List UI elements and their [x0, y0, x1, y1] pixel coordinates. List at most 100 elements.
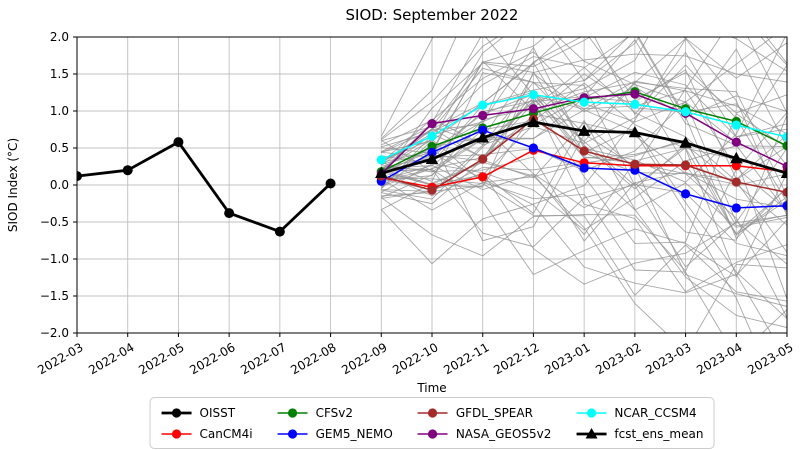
data-point: [680, 189, 691, 199]
data-point: [782, 201, 787, 211]
ensemble-member-line: [381, 147, 787, 299]
legend-item-gfdl_spear: GFDL_SPEAR: [417, 406, 552, 420]
data-point: [427, 147, 437, 158]
ensemble-member-line: [381, 37, 787, 153]
legend-label: GEM5_NEMO: [315, 426, 393, 441]
chart-title: SIOD: September 2022: [345, 6, 519, 24]
ensemble-member-line: [380, 37, 787, 140]
ensemble-member-line: [381, 100, 787, 293]
ensemble-member-line: [381, 167, 787, 257]
y-axis-label: SIOD Index (°C): [6, 137, 20, 233]
data-point-triangle: [578, 124, 591, 136]
series-fcst-ens-mean: [375, 115, 787, 178]
legend-label: CFSv2: [315, 405, 354, 420]
data-point: [224, 208, 235, 219]
data-point: [731, 161, 741, 171]
ensemble-member-line: [381, 163, 787, 285]
y-tick-label: 0.5: [49, 141, 69, 155]
ensemble-member-line: [381, 62, 787, 190]
ensemble-member-line: [381, 38, 787, 216]
y-tick-label: 1.0: [49, 104, 69, 118]
ensemble-member-line: [381, 37, 721, 205]
data-point: [427, 118, 437, 129]
data-point: [478, 154, 488, 164]
line-dot-marker-icon: [161, 407, 192, 418]
data-point: [782, 187, 787, 197]
data-point-triangle: [730, 151, 743, 164]
line-dot-marker-icon: [417, 407, 448, 418]
legend-item-gem5_nemo: GEM5_NEMO: [277, 427, 393, 441]
tick-marks: [73, 36, 788, 337]
data-point: [680, 107, 691, 117]
data-point-triangle: [628, 126, 641, 138]
y-tick-label: 1.5: [49, 67, 69, 81]
legend-label: OISST: [199, 405, 236, 420]
data-point: [782, 132, 787, 142]
data-point-triangle: [780, 166, 787, 178]
data-point: [630, 99, 640, 109]
legend-label: NASA_GEOS5v2: [455, 426, 552, 441]
y-tick-label: −1.0: [39, 252, 69, 266]
line-dot-marker-icon: [576, 407, 607, 418]
legend-item-cancm4i: CanCM4i: [161, 427, 253, 441]
data-point: [528, 104, 539, 114]
data-point: [77, 171, 82, 182]
legend-label: NCAR_CCSM4: [614, 405, 697, 420]
data-point: [325, 178, 336, 189]
legend-item-nasa_geos5v2: NASA_GEOS5v2: [417, 426, 552, 441]
ensemble-member-line: [380, 37, 688, 265]
data-point: [478, 100, 488, 110]
data-point: [528, 143, 539, 153]
ensemble-member-line: [381, 147, 772, 333]
data-point: [478, 172, 488, 182]
data-point: [579, 97, 589, 107]
ensemble-member-line: [381, 37, 787, 144]
data-point: [630, 89, 640, 99]
data-point: [731, 120, 741, 130]
ensemble-member-line: [381, 37, 787, 145]
ensemble-member-line: [381, 102, 787, 244]
line-dot-marker-icon: [417, 428, 448, 439]
legend-label: fcst_ens_mean: [614, 426, 704, 441]
triangle-marker-icon: [576, 427, 607, 438]
ensemble-member-line: [381, 64, 787, 203]
y-tick-label: −1.5: [39, 289, 69, 303]
y-tick-label: −2.0: [39, 326, 69, 340]
data-point-triangle: [679, 136, 692, 148]
data-point: [478, 125, 488, 135]
data-point: [274, 226, 285, 237]
y-tick-label: 0.0: [49, 178, 69, 192]
legend-item-fcst_ens_mean: fcst_ens_mean: [575, 427, 703, 441]
data-point-triangle: [476, 131, 489, 143]
data-point: [731, 177, 741, 187]
data-point: [579, 163, 589, 173]
ensemble-member-line: [381, 72, 787, 175]
series-gem5_nemo: [376, 125, 787, 213]
data-point: [528, 90, 539, 100]
ensemble-member-line: [381, 145, 787, 231]
legend-item-oisst: OISST: [161, 406, 253, 420]
data-point: [630, 159, 640, 169]
data-point: [579, 146, 589, 156]
line-dot-marker-icon: [277, 407, 308, 418]
ensemble-member-line: [381, 119, 787, 328]
ensemble-member-line: [381, 73, 787, 171]
ensemble-member-line: [380, 37, 787, 137]
ensemble-member-line: [381, 91, 787, 268]
data-point: [731, 203, 741, 213]
x-axis-label: Time: [417, 381, 447, 395]
data-point: [680, 160, 691, 170]
legend-label: CanCM4i: [199, 426, 253, 441]
series-gfdl_spear: [376, 114, 787, 197]
data-point-triangle: [375, 166, 388, 178]
data-point: [478, 110, 488, 121]
data-point: [731, 137, 741, 147]
legend-label: GFDL_SPEAR: [455, 405, 533, 420]
data-point: [427, 185, 437, 195]
ensemble-member-line: [380, 53, 787, 178]
series-oisst: [77, 137, 336, 237]
data-point: [427, 131, 437, 141]
data-point: [122, 165, 133, 176]
